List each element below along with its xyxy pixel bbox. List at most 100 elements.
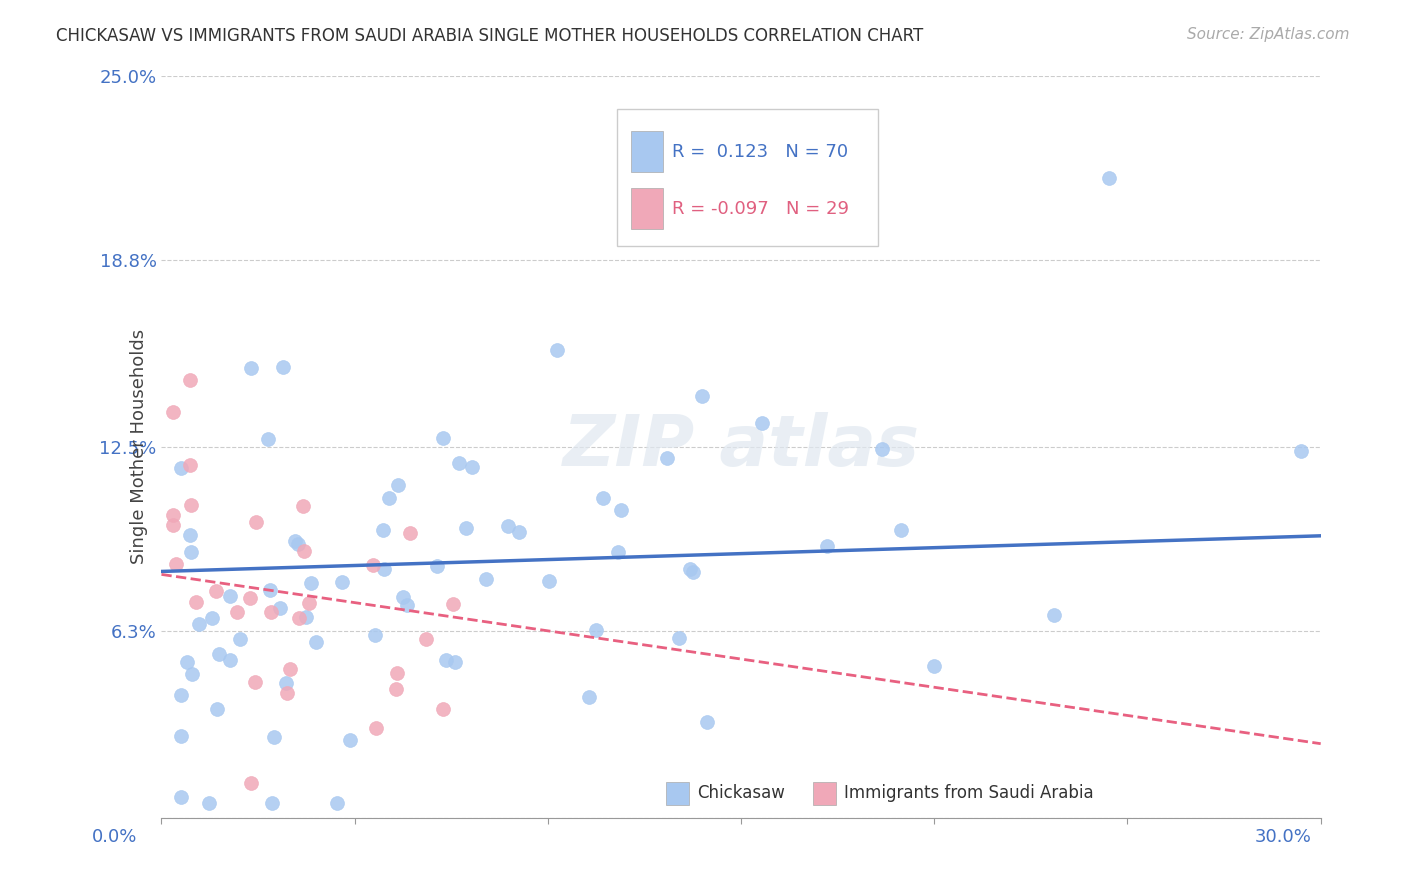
Point	[426, 558, 449, 573]
Point	[295, 610, 318, 624]
Text: Source: ZipAtlas.com: Source: ZipAtlas.com	[1187, 27, 1350, 42]
Point	[461, 459, 484, 474]
Point	[815, 539, 838, 553]
Point	[198, 796, 221, 810]
Point	[240, 776, 263, 790]
Point	[441, 597, 464, 611]
Text: Chickasaw: Chickasaw	[697, 784, 785, 803]
Point	[260, 796, 283, 810]
Point	[284, 533, 307, 548]
Point	[330, 574, 353, 589]
Point	[225, 606, 247, 620]
Point	[364, 721, 387, 735]
Point	[546, 343, 568, 358]
Point	[179, 373, 201, 387]
Point	[162, 405, 184, 419]
Point	[298, 596, 321, 610]
Point	[218, 589, 240, 603]
Point	[870, 442, 893, 456]
Point	[361, 558, 384, 573]
Point	[1291, 444, 1313, 458]
Point	[276, 686, 298, 700]
Point	[373, 562, 395, 576]
Point	[454, 521, 477, 535]
Point	[508, 525, 530, 540]
Point	[288, 610, 311, 624]
Point	[162, 518, 184, 533]
Text: R = -0.097   N = 29: R = -0.097 N = 29	[672, 200, 849, 219]
Point	[269, 601, 291, 615]
Point	[1043, 607, 1066, 622]
Point	[278, 662, 301, 676]
Text: R =  0.123   N = 70: R = 0.123 N = 70	[672, 143, 848, 161]
Text: ZIP atlas: ZIP atlas	[562, 412, 920, 481]
Point	[201, 611, 224, 625]
Point	[415, 632, 437, 646]
Point	[392, 591, 415, 605]
Point	[679, 561, 702, 575]
Point	[387, 478, 409, 492]
Text: 30.0%: 30.0%	[1256, 828, 1312, 846]
Point	[291, 499, 314, 513]
Point	[890, 524, 912, 538]
FancyBboxPatch shape	[631, 188, 664, 229]
Point	[239, 591, 262, 606]
Point	[292, 544, 315, 558]
Point	[682, 565, 704, 579]
Point	[496, 519, 519, 533]
Point	[610, 502, 633, 516]
Point	[657, 451, 679, 466]
Point	[387, 666, 409, 681]
Point	[578, 690, 600, 704]
Point	[922, 659, 945, 673]
Point	[180, 544, 202, 558]
Point	[378, 491, 401, 505]
Point	[219, 653, 242, 667]
Text: 0.0%: 0.0%	[91, 828, 136, 846]
Point	[538, 574, 561, 589]
Point	[180, 498, 202, 512]
Point	[184, 595, 207, 609]
Point	[274, 676, 297, 690]
Point	[170, 789, 193, 804]
FancyBboxPatch shape	[665, 782, 689, 805]
Point	[260, 605, 283, 619]
Point	[229, 632, 252, 647]
FancyBboxPatch shape	[617, 109, 877, 246]
Point	[399, 526, 422, 541]
Point	[239, 361, 262, 376]
Point	[287, 537, 309, 551]
Point	[165, 557, 187, 571]
Point	[187, 616, 209, 631]
Point	[245, 515, 267, 529]
Point	[204, 584, 226, 599]
Point	[257, 432, 280, 446]
Point	[176, 655, 198, 669]
FancyBboxPatch shape	[631, 131, 664, 172]
Point	[690, 389, 713, 403]
Point	[299, 575, 322, 590]
Point	[170, 729, 193, 743]
Point	[170, 460, 193, 475]
Point	[385, 681, 408, 696]
Point	[326, 796, 349, 810]
Point	[339, 732, 361, 747]
Point	[668, 631, 690, 645]
Point	[208, 647, 231, 661]
Point	[179, 528, 201, 542]
Point	[364, 627, 387, 641]
Point	[304, 635, 326, 649]
Point	[432, 431, 454, 445]
Point	[170, 688, 193, 702]
Point	[243, 675, 266, 690]
Point	[432, 702, 454, 716]
Text: Immigrants from Saudi Arabia: Immigrants from Saudi Arabia	[844, 784, 1094, 803]
Point	[447, 456, 470, 470]
Point	[1098, 170, 1121, 185]
Point	[606, 544, 628, 558]
Point	[475, 572, 498, 586]
Point	[162, 508, 184, 522]
Point	[373, 524, 395, 538]
Text: CHICKASAW VS IMMIGRANTS FROM SAUDI ARABIA SINGLE MOTHER HOUSEHOLDS CORRELATION C: CHICKASAW VS IMMIGRANTS FROM SAUDI ARABI…	[56, 27, 924, 45]
Point	[179, 458, 201, 473]
